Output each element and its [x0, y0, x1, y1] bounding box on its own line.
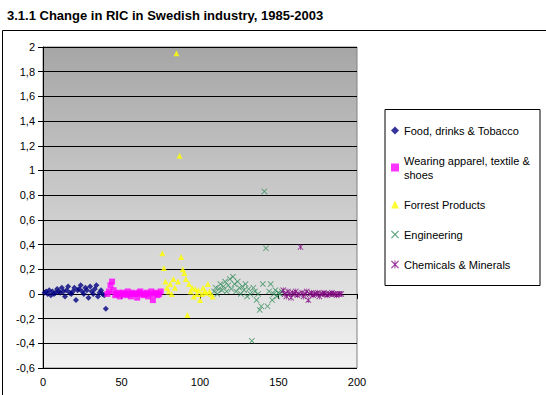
svg-text:200: 200: [348, 376, 366, 388]
svg-text:100: 100: [191, 376, 209, 388]
svg-text:-0,6: -0,6: [16, 362, 35, 374]
svg-text:0,2: 0,2: [20, 263, 35, 275]
svg-text:1,4: 1,4: [20, 115, 35, 127]
svg-text:50: 50: [115, 376, 127, 388]
svg-text:3.1.1 Change in RIC in Swedish: 3.1.1 Change in RIC in Swedish industry,…: [7, 8, 323, 23]
svg-text:1,6: 1,6: [20, 90, 35, 102]
svg-text:0,6: 0,6: [20, 214, 35, 226]
svg-text:1,8: 1,8: [20, 66, 35, 78]
svg-text:1,2: 1,2: [20, 140, 35, 152]
svg-text:150: 150: [269, 376, 287, 388]
svg-text:Engineering: Engineering: [404, 229, 463, 241]
svg-text:Chemicals & Minerals: Chemicals & Minerals: [404, 259, 511, 271]
svg-text:Forrest Products: Forrest Products: [404, 199, 486, 211]
svg-text:1: 1: [29, 164, 35, 176]
svg-text:2: 2: [29, 41, 35, 53]
svg-text:0,8: 0,8: [20, 189, 35, 201]
svg-text:-0,2: -0,2: [16, 313, 35, 325]
svg-text:0: 0: [29, 288, 35, 300]
svg-text:-0,4: -0,4: [16, 337, 35, 349]
svg-text:Wearing apparel, textile &: Wearing apparel, textile &: [404, 155, 533, 167]
svg-text:0,4: 0,4: [20, 239, 35, 251]
svg-text:0: 0: [40, 376, 46, 388]
svg-text:shoes: shoes: [404, 169, 434, 181]
svg-text:Food, drinks & Tobacco: Food, drinks & Tobacco: [404, 125, 519, 137]
